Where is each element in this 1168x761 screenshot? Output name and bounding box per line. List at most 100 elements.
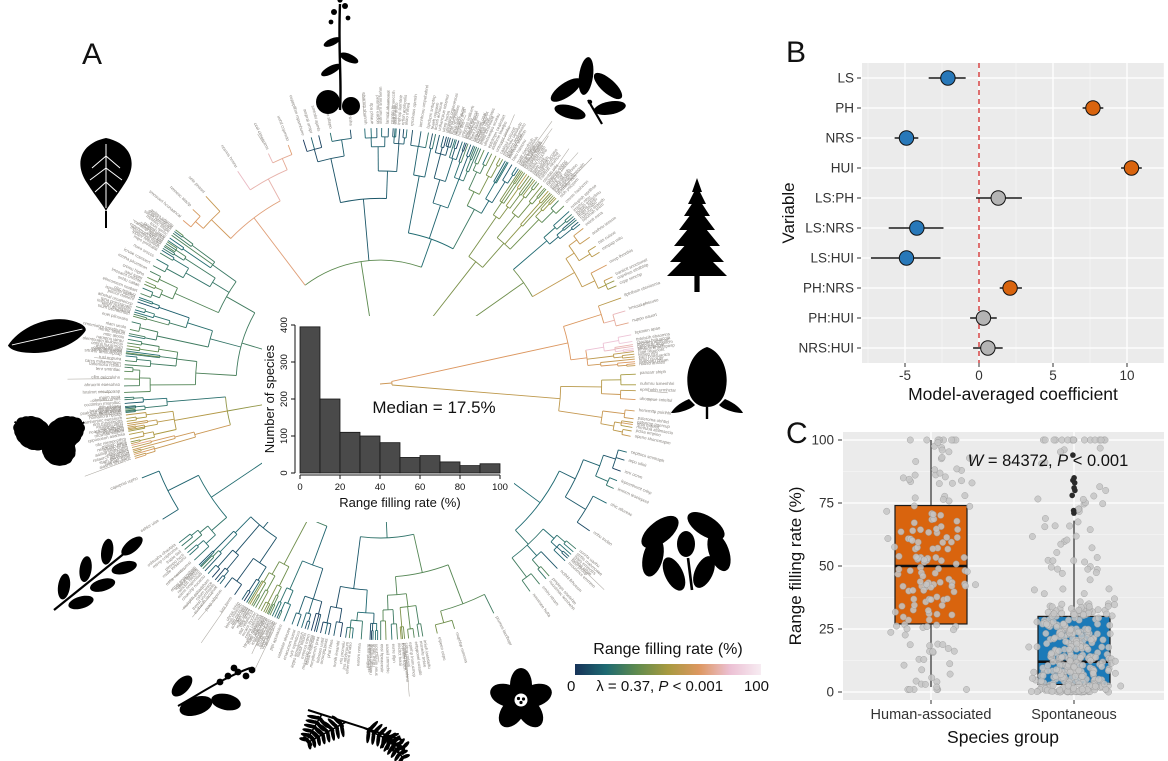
- svg-text:ccctlmlsn rmsroltuc: ccctlmlsn rmsroltuc: [84, 400, 122, 408]
- svg-text:ttnia rpuetot: ttnia rpuetot: [637, 421, 661, 430]
- svg-text:mphipc pueill: mphipc pueill: [101, 439, 127, 450]
- svg-text:nonih ieoamhl: nonih ieoamhl: [332, 640, 341, 667]
- svg-text:petl llsrrph: petl llsrrph: [391, 104, 397, 125]
- svg-text:uuhil cnpmeto: uuhil cnpmeto: [276, 115, 290, 142]
- five-petal-flower-silhouette-icon: [490, 668, 552, 728]
- svg-text:stapsaio iuuinh: stapsaio iuuinh: [366, 643, 372, 672]
- svg-text:-5: -5: [899, 368, 911, 383]
- svg-text:apurioi aooer: apurioi aooer: [446, 108, 458, 134]
- legend-title: Range filling rate (%): [593, 641, 743, 658]
- svg-text:phhouulir lepsnlcm: phhouulir lepsnlcm: [637, 339, 674, 349]
- svg-text:ahrucrm eoesohso: ahrucrm eoesohso: [84, 382, 120, 387]
- svg-text:olemtnuam aluloeeus: olemtnuam aluloeeus: [82, 335, 123, 346]
- svg-text:tusl nnpuea: tusl nnpuea: [99, 354, 122, 361]
- svg-text:msneite tmlee: msneite tmlee: [419, 640, 428, 668]
- herb-plant-silhouette-icon: [316, 0, 360, 115]
- elliptic-leaf-silhouette-icon: [7, 319, 86, 353]
- svg-text:srtnlrirr amnotrpoap: srtnlrirr amnotrpoap: [84, 347, 122, 356]
- svg-text:hrmu ccolupr: hrmu ccolupr: [639, 355, 665, 362]
- svg-text:leitooeo uutril: leitooeo uutril: [315, 637, 325, 663]
- svg-text:ncach heoschptha: ncach heoschptha: [89, 424, 125, 435]
- svg-text:Range filling rate (%): Range filling rate (%): [339, 495, 460, 510]
- svg-text:asrpral umipr: asrpral umipr: [302, 108, 314, 134]
- svg-text:llplnlhsm uteniosma: llplnlhsm uteniosma: [623, 280, 661, 298]
- svg-text:ttrtehcih ehaomns: ttrtehcih ehaomns: [636, 331, 671, 342]
- svg-text:300: 300: [279, 354, 290, 370]
- svg-text:ctmlop sruntt: ctmlop sruntt: [103, 442, 129, 453]
- svg-text:ohnsnriu omus: ohnsnriu omus: [92, 396, 120, 403]
- svg-text:csiuaiu hciluucota: csiuaiu hciluucota: [636, 335, 671, 345]
- svg-text:50: 50: [819, 559, 834, 574]
- svg-text:mmmot mtrrn: mmmot mtrrn: [299, 633, 311, 660]
- svg-text:Number of species: Number of species: [262, 344, 277, 453]
- svg-text:nmnesc atacip: nmnesc atacip: [169, 185, 193, 208]
- svg-text:HUI: HUI: [831, 161, 854, 176]
- svg-text:rpcchaus oprnrln: rpcchaus oprnrln: [409, 93, 418, 126]
- svg-text:400: 400: [279, 317, 290, 333]
- svg-text:aupm popt: aupm popt: [109, 450, 131, 460]
- svg-text:etpp ilaimhl: etpp ilaimhl: [107, 447, 129, 457]
- legend-max-label: 100: [743, 678, 769, 695]
- svg-text:ncsnns hnsnu: ncsnns hnsnu: [220, 144, 239, 169]
- conifer-tree-silhouette-icon: [667, 178, 727, 292]
- svg-text:elnenmml ahaso: elnenmml ahaso: [344, 641, 352, 673]
- svg-text:lammil ahaanosot: lammil ahaanosot: [385, 90, 391, 125]
- jitter-points: [883, 436, 1125, 696]
- svg-text:PH:HUI: PH:HUI: [808, 311, 854, 326]
- svg-text:tmno nsoni: tmno nsoni: [103, 427, 125, 436]
- svg-text:emitrus ehactsposp: emitrus ehactsposp: [637, 342, 675, 352]
- svg-text:hmesro hicshem: hmesro hicshem: [89, 405, 121, 413]
- svg-text:capuprisl rcphn: capuprisl rcphn: [110, 475, 140, 491]
- svg-text:tenr smtntlac: tenr smtntlac: [96, 366, 122, 372]
- svg-text:100: 100: [492, 482, 508, 493]
- svg-text:Spontaneous: Spontaneous: [1031, 707, 1116, 723]
- svg-text:phal hhes: phal hhes: [326, 639, 334, 658]
- svg-text:torpnliim lcpcn: torpnliim lcpcn: [401, 643, 408, 671]
- median-annotation: Median = 17.5%: [372, 398, 495, 417]
- svg-text:LS:PH: LS:PH: [815, 191, 854, 206]
- svg-text:0: 0: [297, 482, 302, 493]
- svg-text:tarlemosu rctiittu: tarlemosu rctiittu: [89, 361, 121, 368]
- svg-text:teaeh oopasm: teaeh oopasm: [429, 102, 440, 130]
- svg-text:nuppo uauort: nuppo uauort: [632, 312, 659, 323]
- group-boxplot: 0 25 50 75 100 Human-associated Spontaneous: [811, 432, 1164, 723]
- svg-text:LS: LS: [837, 71, 854, 86]
- svg-text:hpce lsarc: hpce lsarc: [450, 114, 461, 135]
- svg-text:atsarnrp shunmh: atsarnrp shunmh: [362, 92, 369, 125]
- bud-silhouette-icon: [671, 347, 743, 419]
- svg-text:smtmhi apmls: smtmhi apmls: [310, 105, 321, 132]
- svg-text:uhompue cnteitul: uhompue cnteitul: [639, 396, 672, 403]
- svg-text:itecltct hoiai: itecltct hoiai: [397, 643, 404, 666]
- svg-text:panoarr shiph: panoarr shiph: [640, 369, 667, 375]
- svg-text:ohic allureac: ohic allureac: [610, 502, 634, 518]
- svg-text:carcs mihamemcm: carcs mihamemcm: [85, 358, 122, 366]
- svg-text:rris prcmelu: rris prcmelu: [338, 640, 346, 664]
- svg-text:orouops lsiias: orouops lsiias: [319, 638, 329, 665]
- svg-text:prumus laurlhopr: prumus laurlhopr: [495, 615, 514, 647]
- svg-text:nuhmru lcmenhhri: nuhmru lcmenhhri: [640, 381, 674, 386]
- panel-c-label: C: [786, 417, 808, 450]
- svg-text:mpcpppe aiuolts: mpcpppe aiuolts: [91, 346, 123, 355]
- panel-a-label: A: [82, 38, 102, 71]
- svg-text:npeh tricmlr: npeh tricmlr: [99, 408, 122, 415]
- svg-text:rsne reouooht: rsne reouooht: [638, 347, 666, 355]
- svg-text:hoinancra hpsapi: hoinancra hpsapi: [89, 411, 122, 420]
- svg-text:20: 20: [335, 482, 346, 493]
- plant-silhouettes: [7, 0, 743, 761]
- panel-c-x-axis-title: Species group: [947, 727, 1059, 747]
- broadleaf-branch-silhouette-icon: [550, 57, 626, 125]
- svg-text:mtrotc sopiuoi: mtrotc sopiuoi: [98, 326, 125, 336]
- svg-text:milicrnt usrm: milicrnt usrm: [365, 643, 371, 668]
- svg-text:mpim neoa: mpim neoa: [99, 394, 121, 400]
- svg-text:muphhp mmoms: muphhp mmoms: [455, 632, 469, 664]
- svg-text:uepppllhm mpsmhuee: uepppllhm mpsmhuee: [289, 94, 307, 136]
- svg-text:psteroma ohhticl: psteroma ohhticl: [637, 415, 669, 424]
- svg-text:100: 100: [811, 433, 834, 448]
- svg-text:lspchprc sntuptnp: lspchprc sntuptnp: [425, 94, 436, 129]
- svg-text:pintirmli eoclon: pintirmli eoclon: [375, 95, 380, 124]
- svg-text:LS:NRS: LS:NRS: [805, 221, 854, 236]
- legend-gradient-bar: [575, 664, 761, 675]
